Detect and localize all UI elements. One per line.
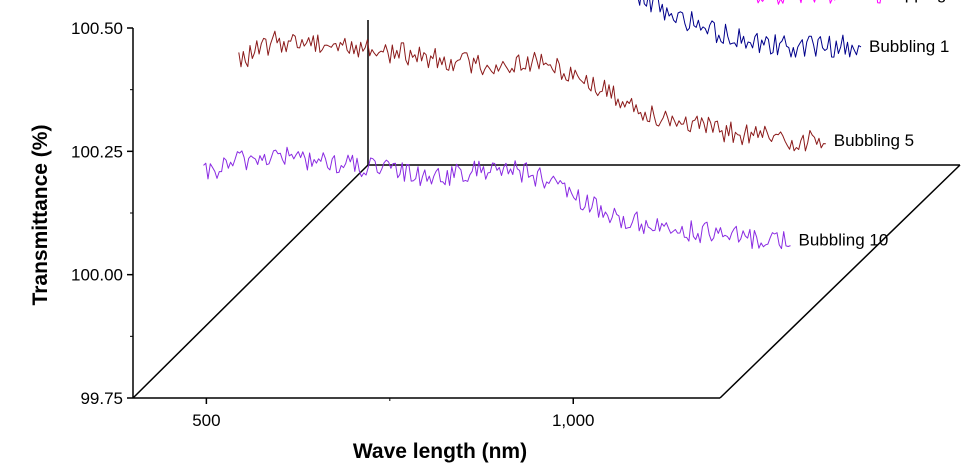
depth-axis-right [719,164,961,399]
y-axis-title: Transmittance (%) [29,125,52,306]
chart-ticks: 99.75 100.00 100.25 100.50 500 1,000 [71,19,595,430]
depth-axis-left [132,164,369,399]
x-tick-label: 500 [192,411,220,430]
y-tick-label: 100.00 [71,266,123,285]
x-axis-title: Wave length (nm) [353,440,527,463]
series-trace-bubbling-10 [203,146,791,250]
series-label: Bubbling 10 [799,230,889,249]
series-label: Bubbling 5 [834,131,914,150]
series-trace-bubbling-5 [238,30,826,152]
x-tick-label: 1,000 [552,411,595,430]
series-trace-bubbling-1 [637,0,862,58]
chart-traces [203,0,881,250]
series-label: Bubbling 1 [869,37,949,56]
series-trace-dipping-30 [756,0,881,5]
y-tick-label: 100.25 [71,142,123,161]
chart-frame [132,20,961,399]
y-tick-label: 100.50 [71,19,123,38]
chart-series-labels: RCA cleanedDipping 10Dipping 20Dipping 3… [799,0,971,249]
y-tick-label: 99.75 [80,389,123,408]
series-label: Dipping 30 [889,0,970,3]
